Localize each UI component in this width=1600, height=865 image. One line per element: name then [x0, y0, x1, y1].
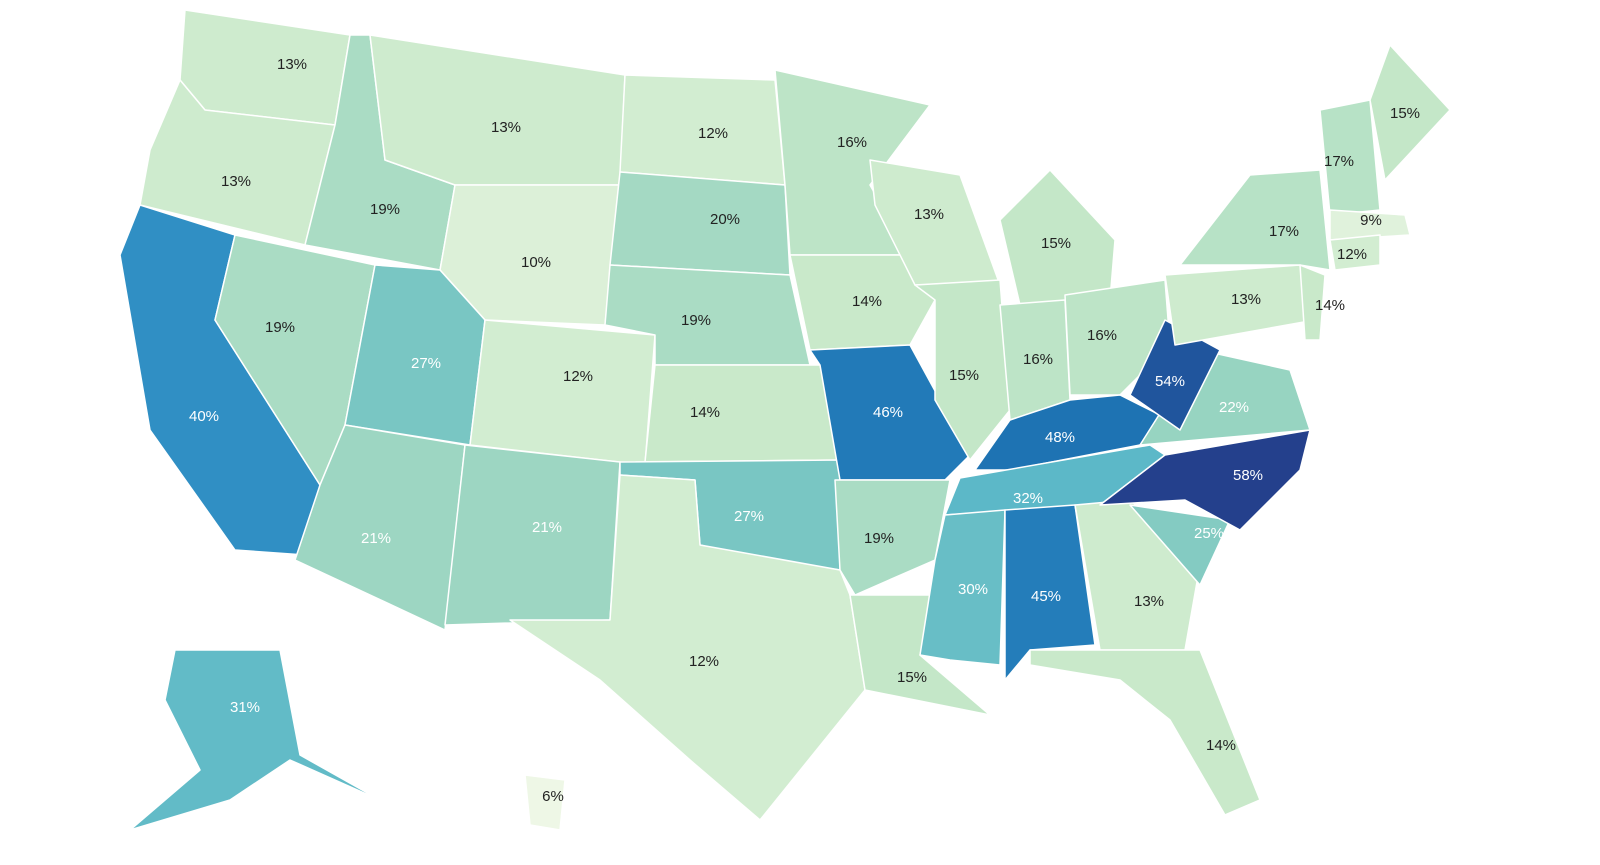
- value-label: 48%: [1045, 429, 1075, 446]
- region: [439, 184, 621, 326]
- value-label: 13%: [277, 56, 307, 73]
- value-label: 14%: [1315, 297, 1345, 314]
- region: [1129, 319, 1221, 431]
- value-label: 27%: [734, 508, 764, 525]
- region: [1329, 234, 1381, 271]
- region: [1329, 209, 1411, 241]
- value-label: 21%: [361, 530, 391, 547]
- value-label: 25%: [1194, 525, 1224, 542]
- region: [914, 279, 1011, 461]
- region: [1099, 429, 1311, 531]
- region: [1129, 504, 1231, 586]
- value-label: 16%: [1087, 327, 1117, 344]
- region: [1004, 504, 1096, 681]
- value-label: 12%: [689, 653, 719, 670]
- region: [1179, 169, 1331, 271]
- region: [1369, 44, 1451, 181]
- value-label: 16%: [837, 134, 867, 151]
- value-label: 16%: [1023, 351, 1053, 368]
- region: [369, 34, 626, 186]
- value-label: 13%: [1231, 291, 1261, 308]
- region: [469, 319, 656, 466]
- value-label: 19%: [265, 319, 295, 336]
- value-label: 14%: [690, 404, 720, 421]
- value-label: 19%: [681, 312, 711, 329]
- region: [179, 9, 351, 126]
- region: [834, 479, 951, 596]
- value-label: 13%: [1134, 593, 1164, 610]
- value-label: 31%: [230, 699, 260, 716]
- value-label: 13%: [221, 173, 251, 190]
- value-label: 32%: [1013, 490, 1043, 507]
- value-label: 13%: [914, 206, 944, 223]
- region: [1299, 264, 1326, 341]
- value-label: 46%: [873, 404, 903, 421]
- value-label: 19%: [864, 530, 894, 547]
- value-label: 21%: [532, 519, 562, 536]
- value-label: 45%: [1031, 588, 1061, 605]
- value-label: 6%: [542, 788, 564, 805]
- value-label: 15%: [1041, 235, 1071, 252]
- value-label: 19%: [370, 201, 400, 218]
- value-label: 58%: [1233, 467, 1263, 484]
- value-label: 15%: [1390, 105, 1420, 122]
- value-label: 12%: [698, 125, 728, 142]
- value-label: 14%: [852, 293, 882, 310]
- region: [609, 171, 791, 276]
- value-label: 40%: [189, 408, 219, 425]
- region: [129, 649, 381, 831]
- value-label: 14%: [1206, 737, 1236, 754]
- value-label: 17%: [1269, 223, 1299, 240]
- value-label: 10%: [521, 254, 551, 271]
- region: [1319, 99, 1381, 216]
- value-label: 9%: [1360, 212, 1382, 229]
- value-label: 22%: [1219, 399, 1249, 416]
- region: [789, 254, 936, 351]
- value-label: 12%: [1337, 246, 1367, 263]
- region: [1029, 649, 1261, 816]
- value-label: 12%: [563, 368, 593, 385]
- region: [999, 169, 1116, 306]
- value-label: 13%: [491, 119, 521, 136]
- value-label: 17%: [1324, 153, 1354, 170]
- value-label: 54%: [1155, 373, 1185, 390]
- region: [509, 474, 866, 821]
- region: [644, 364, 841, 463]
- region: [294, 424, 466, 631]
- value-label: 27%: [411, 355, 441, 372]
- region: [524, 774, 566, 831]
- value-label: 20%: [710, 211, 740, 228]
- value-label: 15%: [949, 367, 979, 384]
- value-label: 30%: [958, 581, 988, 598]
- value-label: 15%: [897, 669, 927, 686]
